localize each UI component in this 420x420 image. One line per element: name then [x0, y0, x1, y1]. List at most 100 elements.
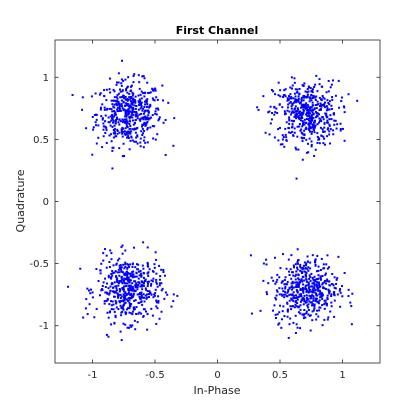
scatter-point [111, 282, 114, 285]
scatter-point [294, 110, 297, 113]
scatter-point [120, 103, 123, 106]
scatter-point [95, 307, 98, 310]
scatter-point [274, 93, 277, 96]
scatter-point [147, 114, 150, 117]
scatter-point [294, 115, 297, 118]
scatter-point [316, 270, 318, 273]
scatter-point [114, 299, 117, 302]
scatter-point [117, 268, 120, 271]
scatter-point [278, 287, 281, 290]
scatter-point [155, 305, 158, 308]
scatter-point [118, 106, 121, 109]
scatter-point [133, 299, 136, 302]
scatter-point [120, 278, 123, 281]
scatter-point [276, 290, 279, 293]
scatter-point [127, 112, 130, 115]
scatter-point [332, 79, 335, 82]
scatter-point [141, 75, 144, 78]
scatter-point [288, 293, 291, 296]
scatter-point [122, 307, 124, 310]
scatter-point [107, 116, 110, 119]
scatter-point [309, 122, 312, 125]
scatter-point [303, 270, 306, 273]
scatter-point [112, 290, 115, 293]
scatter-point [291, 130, 294, 133]
scatter-point [288, 102, 291, 105]
scatter-point [328, 133, 331, 136]
scatter-point [119, 268, 122, 271]
scatter-point [303, 299, 306, 302]
scatter-point [117, 81, 120, 84]
scatter-point [120, 306, 123, 309]
scatter-point [104, 131, 107, 134]
scatter-point [144, 124, 147, 127]
scatter-point [150, 307, 153, 310]
scatter-point [115, 102, 118, 105]
scatter-point [319, 291, 322, 294]
scatter-point [100, 262, 103, 265]
chart-title: First Channel [176, 24, 259, 37]
scatter-point [147, 111, 150, 114]
scatter-point [172, 300, 175, 303]
scatter-point [122, 94, 125, 97]
scatter-point [157, 299, 160, 302]
scatter-point [138, 113, 141, 116]
scatter-point [141, 109, 144, 112]
scatter-point [296, 268, 299, 271]
scatter-point [143, 296, 146, 299]
scatter-point [128, 110, 131, 113]
scatter-point [307, 151, 310, 154]
scatter-point [331, 98, 334, 101]
scatter-point [313, 275, 316, 278]
scatter-point [296, 109, 299, 112]
scatter-point [104, 285, 107, 288]
scatter-point [84, 307, 87, 310]
scatter-point [297, 148, 300, 151]
scatter-point [112, 105, 115, 108]
scatter-point [126, 274, 129, 277]
scatter-point [322, 286, 325, 289]
scatter-point [326, 297, 329, 300]
scatter-point [146, 285, 149, 288]
scatter-point [318, 142, 321, 145]
scatter-point [109, 115, 112, 118]
scatter-point [126, 263, 129, 266]
scatter-point [284, 133, 287, 136]
scatter-point [270, 276, 273, 279]
scatter-point [128, 307, 131, 310]
scatter-point [106, 282, 108, 285]
scatter-point [128, 284, 131, 287]
scatter-point [121, 126, 124, 129]
scatter-point [306, 142, 309, 145]
scatter-point [146, 296, 149, 299]
scatter-point [102, 252, 105, 255]
scatter-point [138, 87, 141, 90]
scatter-point [319, 296, 322, 299]
scatter-point [141, 296, 144, 299]
scatter-point [306, 284, 309, 287]
scatter-point [327, 90, 330, 93]
scatter-point [288, 127, 291, 130]
scatter-point [319, 126, 322, 129]
scatter-point [108, 293, 111, 296]
scatter-point [323, 299, 326, 302]
scatter-point [295, 296, 298, 299]
scatter-point [140, 280, 143, 283]
scatter-point [305, 118, 308, 121]
scatter-point [315, 292, 318, 295]
scatter-point [146, 128, 149, 131]
scatter-point [137, 277, 140, 280]
scatter-point [134, 107, 137, 110]
scatter-point [91, 116, 94, 119]
scatter-point [128, 301, 131, 304]
scatter-point [328, 124, 331, 127]
scatter-point [303, 309, 306, 311]
scatter-point [139, 145, 142, 148]
scatter-point [148, 91, 151, 94]
scatter-point [317, 269, 320, 272]
scatter-point [127, 280, 130, 283]
scatter-point [290, 297, 293, 300]
scatter-point [284, 113, 287, 116]
scatter-point [121, 282, 124, 285]
